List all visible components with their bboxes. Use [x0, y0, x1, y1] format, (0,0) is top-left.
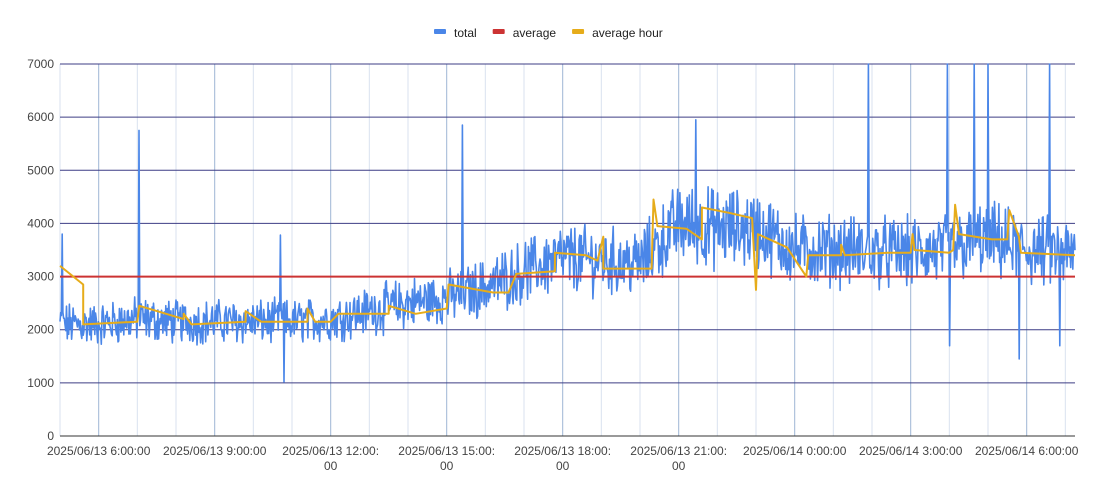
x-tick-label: 2025/06/13 18:00: — [514, 444, 611, 458]
x-tick-label: 00 — [672, 459, 686, 473]
y-tick-label: 6000 — [27, 110, 54, 124]
axis-layer: 0 1000 2000 3000 4000 5000 6000 7000 2025/06/13 … — [27, 57, 1078, 473]
x-tick-label: 2025/06/14 3:00:00 — [859, 444, 963, 458]
x-tick-label: 2025/06/13 12:00: — [282, 444, 379, 458]
series-total-line — [59, 63, 1076, 383]
legend-label: average — [513, 26, 557, 40]
legend-swatch — [434, 29, 446, 34]
y-tick-label: 2000 — [27, 323, 54, 337]
x-tick-label: 00 — [440, 459, 454, 473]
y-tick-label: 0 — [47, 429, 54, 443]
legend-label: total — [454, 26, 477, 40]
x-tick-label: 2025/06/14 6:00:00 — [975, 444, 1079, 458]
x-tick-label: 2025/06/13 21:00: — [630, 444, 727, 458]
legend: total average average hour — [434, 26, 663, 40]
legend-swatch — [492, 29, 505, 34]
x-tick-label: 2025/06/13 15:00: — [398, 444, 495, 458]
series-average-hour-line — [59, 198, 1076, 326]
series-layer — [59, 63, 1076, 383]
y-tick-label: 3000 — [27, 270, 54, 284]
y-tick-label: 1000 — [27, 376, 54, 390]
legend-swatch — [572, 29, 585, 34]
x-tick-label: 00 — [556, 459, 570, 473]
y-tick-label: 7000 — [27, 57, 54, 71]
x-tick-label: 2025/06/13 9:00:00 — [163, 444, 267, 458]
y-tick-label: 5000 — [27, 163, 54, 177]
x-tick-label: 2025/06/14 0:00:00 — [743, 444, 847, 458]
x-tick-label: 00 — [324, 459, 338, 473]
y-tick-label: 4000 — [27, 216, 54, 230]
legend-label: average hour — [592, 26, 663, 40]
x-tick-label: 2025/06/13 6:00:00 — [47, 444, 151, 458]
